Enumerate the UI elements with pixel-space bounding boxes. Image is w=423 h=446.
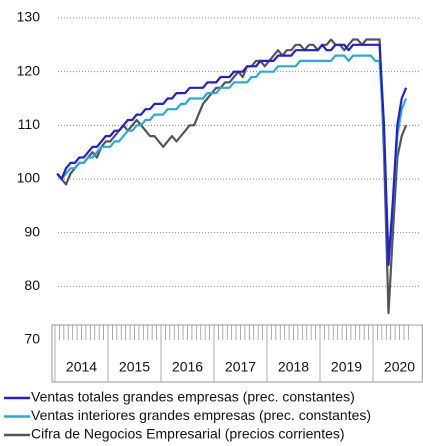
series-line (56, 38, 408, 315)
legend-label: Cifra de Negocios Empresarial (precios c… (31, 426, 345, 442)
x-tick-label: 2015 (119, 359, 150, 375)
y-tick-label: 120 (17, 62, 41, 78)
series-line (56, 54, 408, 261)
y-tick-label: 100 (17, 170, 41, 186)
legend-label: Ventas interiores grandes empresas (prec… (31, 407, 371, 423)
x-tick-label: 2019 (331, 359, 362, 375)
x-tick-label: 2020 (384, 359, 415, 375)
series-line (56, 43, 408, 266)
y-tick-label: 130 (17, 9, 41, 25)
y-tick-label: 80 (24, 277, 40, 293)
x-tick-label: 2018 (278, 359, 309, 375)
x-axis-box (51, 324, 423, 383)
x-tick-label: 2017 (225, 359, 256, 375)
x-tick-label: 2016 (172, 359, 203, 375)
legend-label: Ventas totales grandes empresas (prec. c… (31, 389, 355, 405)
x-tick-label: 2014 (66, 359, 97, 375)
y-tick-label: 70 (24, 331, 40, 347)
y-tick-label: 90 (24, 223, 40, 239)
y-tick-label: 110 (18, 116, 41, 132)
